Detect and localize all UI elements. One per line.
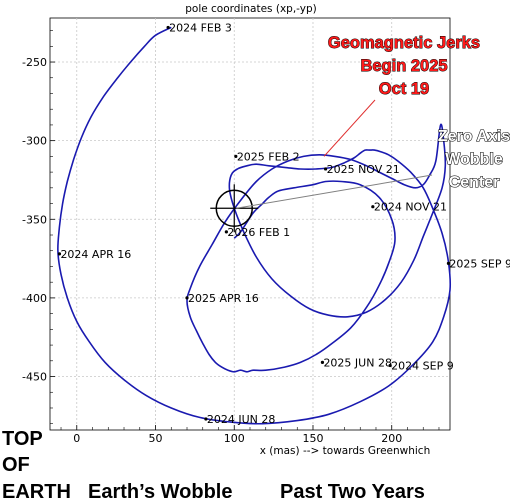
y-tick-label: -250: [22, 56, 47, 69]
point-label: 2025 FEB 2: [237, 150, 300, 163]
point-label: 2024 APR 16: [60, 248, 131, 261]
point-label: 2025 JUN 28: [323, 356, 392, 369]
axis-ticks: 0 50 100 150 200 -250 -300 -350 -400 -450: [22, 30, 440, 445]
x-tick-label: 0: [73, 432, 80, 445]
zero-axis-line-2: Wobble: [445, 151, 503, 168]
jerk-pointer-line: [323, 99, 376, 157]
point-label: 2024 FEB 3: [169, 21, 232, 34]
footer-caption: TOP OF EARTH Earth’s Wobble Past Two Yea…: [2, 428, 425, 503]
footer-subtitle: Earth’s Wobble: [88, 481, 232, 503]
point-label: 2025 SEP 9: [449, 257, 510, 270]
footer-subtitle-2: Past Two Years: [280, 481, 425, 503]
point-marker: [371, 205, 375, 209]
x-axis-label: x (mas) --> towards Greenwhich: [260, 445, 430, 457]
y-tick-label: -350: [22, 213, 47, 226]
x-tick-label: 100: [224, 432, 245, 445]
point-marker: [446, 261, 451, 265]
point-labels: 2024 FEB 3 2024 APR 16 2024 JUN 28 2024 SEP…: [57, 21, 510, 426]
jerk-line-2: Begin 2025: [360, 57, 447, 75]
y-tick-label: -450: [22, 371, 47, 384]
point-marker: [320, 360, 325, 364]
point-label: 2025 NOV 21: [327, 163, 400, 176]
point-marker: [234, 154, 238, 158]
zero-axis-line-1: Zero Axis: [438, 128, 510, 145]
y-tick-label: -400: [22, 292, 47, 305]
crosshair-icon: [210, 184, 259, 233]
point-label: 2024 NOV 21: [374, 201, 447, 214]
x-tick-label: 150: [302, 432, 323, 445]
jerk-line-1: Geomagnetic Jerks: [328, 34, 480, 52]
jerk-line-3: Oct 19: [379, 80, 429, 98]
wobble-series-line: [57, 26, 452, 425]
top-of-earth-line-3: EARTH: [2, 481, 71, 503]
top-of-earth-line-2: OF: [2, 454, 30, 476]
point-label: 2024 SEP 9: [391, 360, 454, 373]
point-marker: [323, 167, 328, 171]
x-tick-label: 50: [149, 432, 163, 445]
plot-frame: [49, 17, 451, 431]
zero-axis-pointer-line: [236, 174, 433, 209]
point-label: 2025 APR 16: [188, 292, 259, 305]
point-marker: [204, 417, 208, 421]
zero-axis-annotation: Zero Axis Wobble Center: [437, 127, 510, 191]
jerk-annotation: Geomagnetic Jerks Begin 2025 Oct 19: [327, 34, 480, 99]
point-marker: [224, 230, 228, 234]
chart-title: pole coordinates (xp,-yp): [185, 3, 317, 15]
point-marker: [166, 25, 170, 30]
point-label: 2026 FEB 1: [227, 226, 290, 239]
y-tick-label: -300: [22, 135, 47, 148]
point-marker: [388, 363, 392, 368]
point-marker: [185, 296, 189, 300]
zero-axis-line-3: Center: [449, 174, 500, 191]
point-marker: [57, 252, 62, 256]
top-of-earth-line-1: TOP: [2, 428, 43, 450]
point-label: 2024 JUN 28: [207, 413, 276, 426]
x-tick-label: 200: [381, 432, 402, 445]
